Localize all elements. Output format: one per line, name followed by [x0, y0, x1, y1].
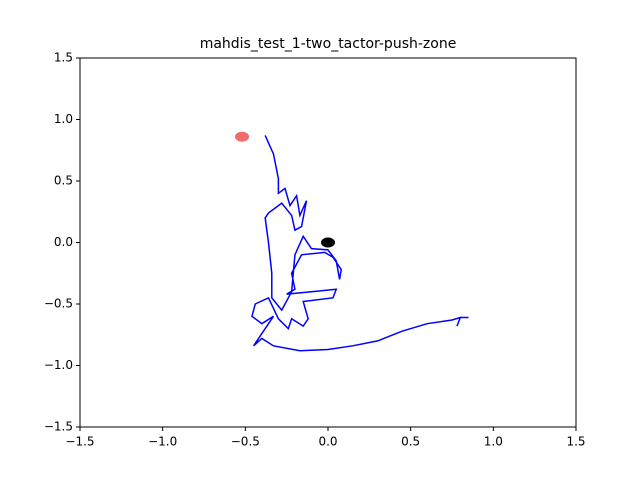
trajectory-line	[251, 135, 469, 352]
plot-frame	[79, 57, 577, 428]
x-tick-label: −1.0	[148, 435, 177, 449]
x-tick-label: 0.5	[401, 435, 420, 449]
y-tick-label: −1.0	[44, 358, 73, 372]
x-tick-label: −0.5	[231, 435, 260, 449]
x-tick-label: −1.5	[65, 435, 94, 449]
y-tick-label: 0.0	[54, 235, 73, 249]
y-tick-label: 1.5	[54, 51, 73, 65]
marker	[235, 131, 250, 142]
y-tick-label: −0.5	[44, 297, 73, 311]
y-tick-label: 1.0	[54, 112, 73, 126]
chart-title: mahdis_test_1-two_tactor-push-zone	[200, 36, 457, 52]
x-tick-label: 0.0	[318, 435, 337, 449]
y-tick-label: 0.5	[54, 174, 73, 188]
y-tick-label: −1.5	[44, 420, 73, 434]
marker	[321, 237, 335, 248]
x-tick-label: 1.0	[484, 435, 503, 449]
x-tick-label: 1.5	[566, 435, 585, 449]
